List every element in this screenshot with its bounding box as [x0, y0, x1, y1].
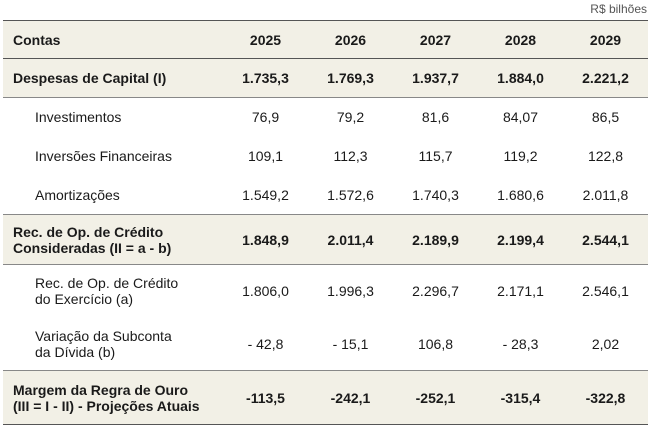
table-row-rec-op-credito-consideradas: Rec. de Op. de Crédito Consideradas (II …: [3, 214, 648, 265]
table-cell: 1.549,2: [242, 186, 289, 203]
table-cell: -322,8: [585, 389, 626, 406]
table-cell: - 42,8: [247, 335, 284, 352]
table-cell: -252,1: [415, 389, 456, 406]
row-label-line: Variação da Subconta: [35, 327, 172, 344]
row-label-line: Rec. de Op. de Crédito: [13, 223, 164, 240]
table-cell: 1.806,0: [242, 283, 289, 300]
row-label: Variação da Subconta da Dívida (b): [3, 318, 223, 371]
row-label: Despesas de Capital (I): [13, 70, 167, 86]
table-cell: 1.680,6: [497, 186, 544, 203]
table-row-margem-regra-ouro: Margem da Regra de Ouro (III = I - II) -…: [3, 370, 648, 425]
table-cell: 1.996,3: [327, 283, 374, 300]
row-label: Investimentos: [35, 109, 122, 126]
table-cell: 2.199,4: [497, 231, 544, 248]
table-cell: 2,02: [591, 335, 620, 352]
row-label-line: (III = I - II) - Projeções Atuais: [13, 397, 200, 414]
row-label: Rec. de Op. de Crédito do Exercício (a): [3, 265, 223, 318]
table-cell: - 28,3: [502, 335, 539, 352]
table-cell: 109,1: [247, 148, 284, 164]
table-row-amortizacoes: Amortizações 1.549,2 1.572,6 1.740,3 1.6…: [3, 176, 648, 215]
table-cell: 79,2: [336, 109, 365, 126]
table-row-investimentos: Investimentos 76,9 79,2 81,6 84,07 86,5: [3, 98, 648, 137]
table-cell: 1.740,3: [412, 186, 459, 203]
table-cell: -315,4: [500, 389, 541, 406]
table-row-inversoes: Inversões Financeiras 109,1 112,3 115,7 …: [3, 137, 648, 176]
header-year: 2028: [504, 31, 537, 48]
table-cell: 2.544,1: [582, 231, 629, 248]
table-cell: 2.221,2: [582, 70, 629, 86]
table-cell: -242,1: [330, 389, 371, 406]
table-row-variacao-subconta: Variação da Subconta da Dívida (b) - 42,…: [3, 318, 648, 371]
row-label-line: Margem da Regra de Ouro: [13, 381, 189, 398]
header-year: 2027: [419, 31, 452, 48]
table-cell: 81,6: [421, 109, 450, 126]
row-label-line: Consideradas (II = a - b): [13, 239, 172, 256]
table-cell: 2.546,1: [582, 283, 629, 300]
table-cell: 2.011,4: [327, 231, 374, 248]
table-cell: 2.011,8: [582, 186, 629, 203]
header-year: 2029: [589, 31, 622, 48]
row-label-line: Rec. de Op. de Crédito: [35, 275, 179, 292]
table-cell: -113,5: [246, 389, 285, 406]
table-cell: 1.769,3: [327, 70, 374, 86]
table-cell: 112,3: [333, 148, 368, 164]
table-cell: 1.572,6: [327, 186, 374, 203]
table-cell: 2.296,7: [412, 283, 459, 300]
table-cell: 2.171,1: [497, 283, 544, 300]
row-label: Amortizações: [35, 186, 120, 203]
row-label: Rec. de Op. de Crédito Consideradas (II …: [3, 215, 223, 265]
table-cell: 122,8: [587, 148, 624, 164]
header-contas: Contas: [13, 31, 61, 48]
row-label-line: do Exercício (a): [35, 291, 134, 308]
table-cell: 1.735,3: [242, 70, 289, 86]
unit-label: R$ bilhões: [590, 2, 647, 16]
row-label: Margem da Regra de Ouro (III = I - II) -…: [3, 371, 223, 425]
header-year: 2025: [249, 31, 282, 48]
table-cell: 1.848,9: [242, 231, 289, 248]
table-cell: 76,9: [251, 109, 280, 126]
table-cell: 1.884,0: [497, 70, 544, 86]
row-label-line: da Dívida (b): [35, 343, 116, 360]
table-cell: 1.937,7: [412, 70, 459, 86]
table-row-despesas-capital: Despesas de Capital (I) 1.735,3 1.769,3 …: [3, 58, 648, 98]
table-cell: 106,8: [417, 335, 454, 352]
table-cell: 115,7: [418, 148, 453, 164]
table-cell: 84,07: [502, 109, 539, 126]
capital-expenditure-table: Contas 2025 2026 2027 2028 2029 Despesas…: [3, 20, 648, 425]
table-cell: - 15,1: [332, 335, 369, 352]
table-cell: 86,5: [591, 109, 620, 126]
header-year: 2026: [334, 31, 367, 48]
table-cell: 2.189,9: [412, 231, 459, 248]
table-row-rec-op-credito-exercicio: Rec. de Op. de Crédito do Exercício (a) …: [3, 265, 648, 318]
table-cell: 119,2: [503, 148, 538, 164]
table-header-row: Contas 2025 2026 2027 2028 2029: [3, 20, 648, 59]
row-label: Inversões Financeiras: [35, 148, 172, 164]
